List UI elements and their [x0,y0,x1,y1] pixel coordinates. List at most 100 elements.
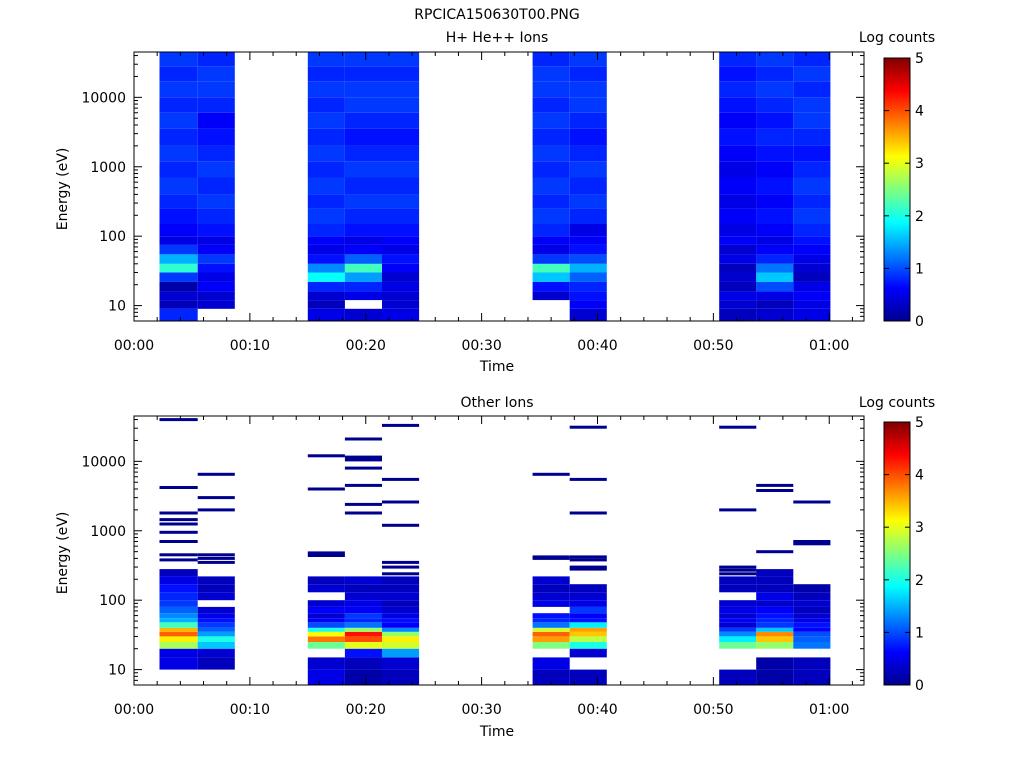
heatmap-cell [307,631,345,637]
heatmap-cell [756,224,794,237]
heatmap-cell [382,291,420,301]
heatmap-cell [569,272,607,282]
heatmap-cell [344,592,382,601]
heatmap-cell [159,263,198,273]
heatmap-cell [793,236,831,245]
heatmap-cell [756,177,794,195]
heatmap-cell [382,129,420,146]
heatmap-cell [756,236,794,245]
heatmap-cell [307,669,345,685]
heatmap-cell [382,66,420,82]
heatmap-cell [569,52,607,67]
heatmap-cell-sparse [344,502,382,506]
heatmap-cell [756,194,794,209]
heatmap-cell [159,613,198,619]
heatmap-cell [793,244,831,255]
x-tick-label: 00:00 [114,338,154,354]
heatmap-cell [307,600,345,607]
heatmap-cell [382,244,420,255]
heatmap-cell [344,177,382,195]
heatmap-cell [532,224,570,237]
heatmap-cell-sparse [793,500,831,504]
heatmap-cell [793,308,831,321]
colorbar-tick-label: 5 [915,415,924,431]
heatmap-cell [307,81,345,98]
heatmap-cell [756,208,794,224]
heatmap-cell [756,300,794,309]
heatmap-cell [756,569,794,577]
y-tick-label: 10000 [81,454,126,470]
heatmap-cell [793,145,831,162]
heatmap-cell [382,657,420,670]
colorbar: 0 1 2 3 4 5 [883,51,924,330]
heatmap-cell [307,161,345,178]
heatmap-cell [793,642,831,649]
heatmap-cell [719,272,757,282]
heatmap-cell-sparse [307,551,345,555]
heatmap-cell-sparse [532,556,570,560]
heatmap-cell [793,129,831,146]
heatmap-cell [382,584,420,593]
heatmap-cell [159,272,198,282]
heatmap-cell [756,272,794,282]
heatmap-cell [197,657,235,670]
heatmap-cell [569,208,607,224]
heatmap-cell-sparse [569,565,607,569]
heatmap-cell [719,177,757,195]
heatmap-cell-sparse [719,425,757,429]
colorbar-tick-label: 0 [915,678,924,694]
heatmap-cell [344,600,382,607]
heatmap-cell [532,244,570,255]
x-tick-label: 01:00 [809,702,849,718]
colorbar-tick-label: 1 [915,625,924,641]
heatmap-cell [344,281,382,292]
heatmap-cell [159,224,198,237]
heatmap-cell-sparse [159,518,198,522]
colorbar-tick-label: 4 [915,468,924,484]
heatmap-cell [382,161,420,178]
heatmap-cell [197,194,235,209]
heatmap-cell [344,161,382,178]
heatmap-cell [159,569,198,577]
heatmap-cell [719,244,757,255]
heatmap-cell [719,669,757,685]
heatmap-cell-sparse [307,487,345,491]
heatmap-cell [532,194,570,209]
heatmap-cell [307,129,345,146]
heatmap-cell-sparse [159,540,198,543]
heatmap-cell [719,194,757,209]
heatmap-cell [569,606,607,614]
heatmap-cell [569,600,607,607]
heatmap-cell [719,308,757,321]
heatmap-cell [197,272,235,282]
heatmap-cell [307,657,345,670]
heatmap-cell [307,272,345,282]
heatmap-cell [756,627,794,632]
heatmap-cell [307,606,345,614]
heatmap-cell-sparse [307,554,345,557]
x-tick-label: 00:30 [461,338,501,354]
heatmap-cell [569,161,607,178]
panel-h-he-ions: H+ He++ Ions Log counts Time Energy (eV)… [55,30,935,375]
colorbar-tick-label: 3 [915,156,924,172]
heatmap-cell [532,52,570,67]
heatmap-cell [159,208,198,224]
heatmap-cell [197,648,235,658]
y-tick-label: 10 [108,663,126,679]
heatmap-cell [344,613,382,619]
heatmap-cell [569,254,607,264]
heatmap-cell [756,97,794,113]
heatmap-cell [159,642,198,649]
heatmap-cell [197,606,235,614]
heatmap-cell [382,145,420,162]
x-tick-label: 00:50 [693,702,733,718]
heatmap-cell [382,600,420,607]
heatmap-cell [719,66,757,82]
heatmap-cell-sparse [159,553,198,557]
heatmap-cell [197,81,235,98]
heatmap-cell [569,584,607,593]
heatmap-cell [159,648,198,658]
colorbar-tick-label: 0 [915,314,924,330]
heatmap-cell [756,145,794,162]
